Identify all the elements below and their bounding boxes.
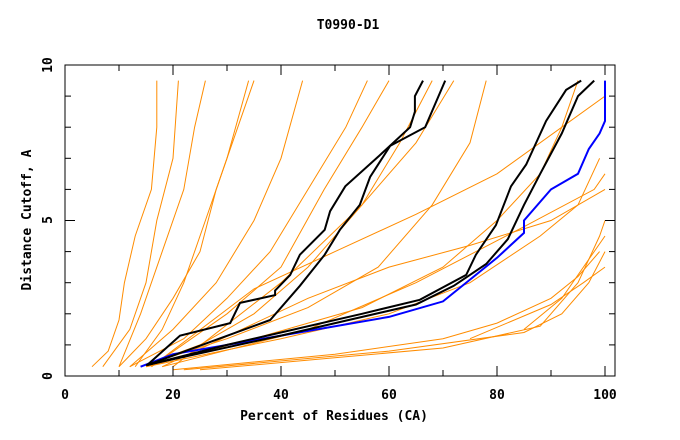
other-model-line <box>145 80 579 368</box>
y-tick-label: 0 <box>41 372 56 380</box>
other-model-lines <box>91 80 606 371</box>
y-axis-label: Distance Cutoff, A <box>20 149 35 290</box>
other-model-line <box>129 80 368 368</box>
x-tick-label: 20 <box>165 388 181 403</box>
x-tick-label: 60 <box>381 388 397 403</box>
y-tick-label: 5 <box>41 216 56 224</box>
x-axis-label: Percent of Residues (CA) <box>240 409 428 424</box>
x-tick-label: 100 <box>593 388 617 403</box>
highlighted-model-line <box>146 80 447 367</box>
best-model-line <box>140 80 606 368</box>
other-model-line <box>172 251 600 371</box>
highlighted-model-lines <box>140 79 606 368</box>
other-model-line <box>134 80 250 367</box>
other-model-line <box>91 80 158 368</box>
highlighted-model-line <box>145 79 595 367</box>
other-model-line <box>161 188 606 368</box>
other-model-line <box>469 266 606 340</box>
y-tick-label: 10 <box>41 57 56 73</box>
other-model-line <box>118 80 206 367</box>
other-model-line <box>172 80 455 368</box>
other-model-line <box>140 80 433 368</box>
other-model-line <box>118 80 255 368</box>
chart-title: T0990-D1 <box>317 18 380 33</box>
other-model-line <box>129 80 304 368</box>
plot-frame <box>64 64 616 377</box>
other-model-line <box>151 80 390 368</box>
other-model-line <box>523 235 606 330</box>
x-tick-label: 0 <box>61 388 69 403</box>
other-model-line <box>199 220 606 371</box>
other-model-line <box>140 80 487 368</box>
axis-ticks <box>64 64 615 377</box>
x-tick-label: 80 <box>489 388 505 403</box>
highlighted-model-line <box>146 80 424 366</box>
x-tick-label: 40 <box>273 388 289 403</box>
other-model-line <box>151 95 606 368</box>
highlighted-model-line <box>146 79 582 367</box>
other-model-line <box>102 80 179 367</box>
